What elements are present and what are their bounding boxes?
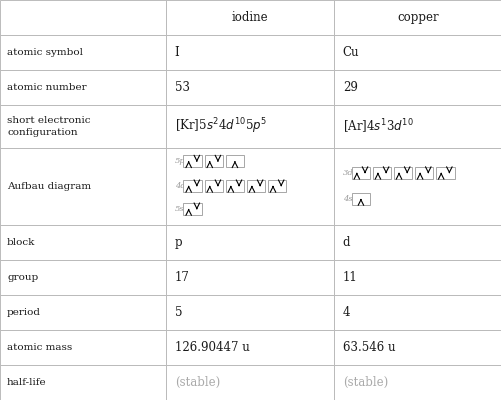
Bar [351, 167, 370, 179]
Bar [333, 330, 501, 365]
Bar [204, 180, 222, 192]
Text: 4d: 4d [174, 182, 185, 190]
Bar [165, 260, 333, 295]
Bar [0, 365, 165, 400]
Text: Cu: Cu [342, 46, 359, 59]
Bar [246, 180, 265, 192]
Bar [333, 224, 501, 260]
Bar [165, 35, 333, 70]
Text: 29: 29 [342, 81, 357, 94]
Text: group: group [7, 273, 38, 282]
Bar [414, 167, 433, 179]
Text: 5s: 5s [174, 205, 184, 213]
Bar [0, 260, 165, 295]
Text: iodine: iodine [231, 11, 268, 24]
Bar [333, 295, 501, 330]
Bar [0, 70, 165, 105]
Bar [333, 35, 501, 70]
Bar [183, 203, 201, 215]
Text: d: d [342, 236, 350, 248]
Text: I: I [174, 46, 179, 59]
Text: 11: 11 [342, 271, 357, 284]
Bar [0, 330, 165, 365]
Bar [0, 148, 165, 224]
Bar [333, 365, 501, 400]
Bar [165, 224, 333, 260]
Text: period: period [7, 308, 41, 317]
Text: (stable): (stable) [174, 376, 219, 389]
Bar [225, 156, 243, 168]
Text: 4s: 4s [342, 195, 352, 203]
Bar [165, 330, 333, 365]
Text: copper: copper [396, 11, 438, 24]
Bar [435, 167, 454, 179]
Text: [Kr]5$s^2$4$d^{10}$5$p^5$: [Kr]5$s^2$4$d^{10}$5$p^5$ [174, 117, 266, 136]
Text: 17: 17 [174, 271, 189, 284]
Text: 5: 5 [174, 306, 182, 319]
Text: 53: 53 [174, 81, 189, 94]
Bar [0, 224, 165, 260]
Text: Aufbau diagram: Aufbau diagram [7, 182, 91, 190]
Text: short electronic
configuration: short electronic configuration [7, 116, 90, 137]
Text: 5p: 5p [174, 158, 185, 166]
Bar [204, 156, 222, 168]
Bar [0, 295, 165, 330]
Text: [Ar]4$s^1$3$d^{10}$: [Ar]4$s^1$3$d^{10}$ [342, 117, 413, 136]
Text: 63.546 u: 63.546 u [342, 341, 395, 354]
Bar [225, 180, 243, 192]
Bar [333, 105, 501, 148]
Text: 3d: 3d [342, 169, 353, 177]
Bar [165, 0, 333, 35]
Text: atomic mass: atomic mass [7, 343, 72, 352]
Bar [372, 167, 391, 179]
Bar [165, 70, 333, 105]
Bar [393, 167, 412, 179]
Text: block: block [7, 238, 36, 246]
Text: p: p [174, 236, 182, 248]
Text: atomic number: atomic number [7, 83, 87, 92]
Bar [0, 35, 165, 70]
Text: 4: 4 [342, 306, 350, 319]
Bar [268, 180, 286, 192]
Bar [333, 0, 501, 35]
Bar [333, 260, 501, 295]
Bar [183, 180, 201, 192]
Bar [165, 365, 333, 400]
Bar [165, 105, 333, 148]
Text: half-life: half-life [7, 378, 47, 387]
Bar [0, 0, 165, 35]
Bar [165, 295, 333, 330]
Bar [351, 193, 370, 205]
Bar [165, 148, 333, 224]
Bar [333, 70, 501, 105]
Bar [333, 148, 501, 224]
Text: atomic symbol: atomic symbol [7, 48, 83, 57]
Bar [0, 105, 165, 148]
Text: (stable): (stable) [342, 376, 387, 389]
Text: 126.90447 u: 126.90447 u [174, 341, 249, 354]
Bar [183, 156, 201, 168]
